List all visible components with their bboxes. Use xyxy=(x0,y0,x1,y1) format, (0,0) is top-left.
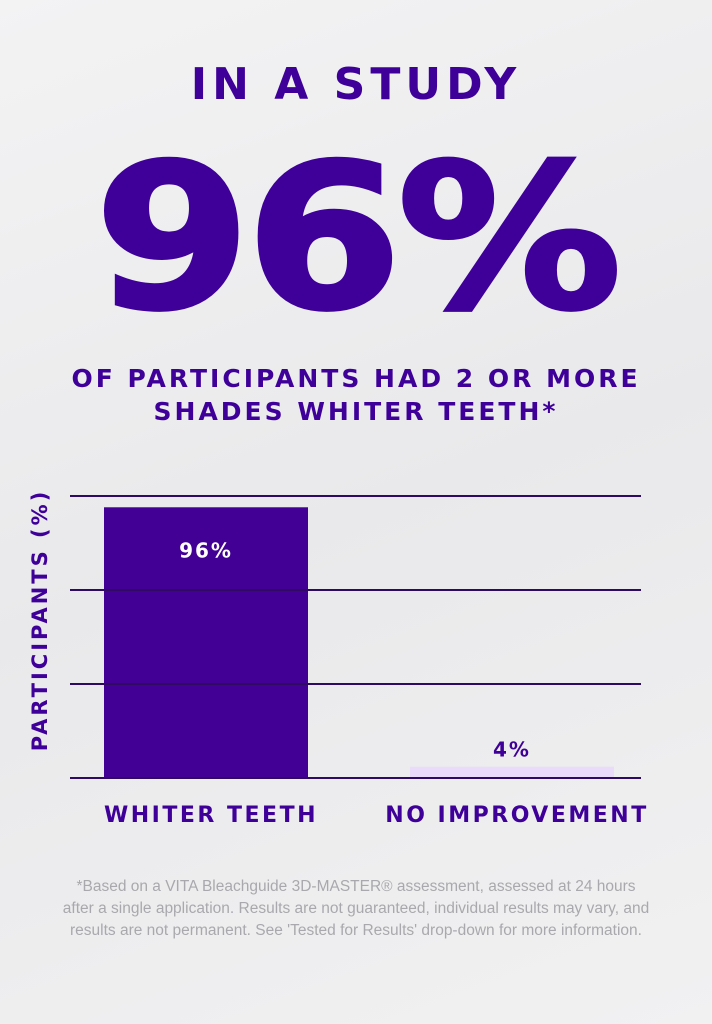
kicker-text: IN A STUDY xyxy=(190,59,522,110)
data-label: 96% xyxy=(179,538,233,562)
subtitle-line-1: OF PARTICIPANTS HAD 2 OR MORE xyxy=(71,364,641,393)
subtitle: OF PARTICIPANTS HAD 2 OR MORE SHADES WHI… xyxy=(0,362,712,428)
bar-chart: 96% WHITER TEETH 4% NO IMPROVEMENT xyxy=(70,495,648,828)
bar-1 xyxy=(410,766,614,778)
subtitle-line-2: SHADES WHITER TEETH* xyxy=(153,397,559,426)
footnote: *Based on a VITA Bleachguide 3D-MASTER® … xyxy=(62,878,650,939)
data-label: 4% xyxy=(493,738,531,762)
headline-percent: 96% xyxy=(92,120,624,357)
category-label: WHITER TEETH xyxy=(104,803,318,828)
bar-0 xyxy=(104,507,308,778)
category-label: NO IMPROVEMENT xyxy=(385,803,648,828)
